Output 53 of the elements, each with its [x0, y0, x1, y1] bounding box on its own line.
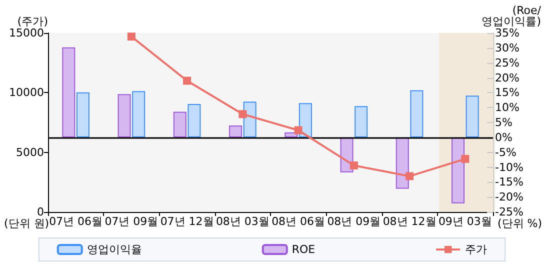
point — [294, 126, 302, 134]
y2-tick-label: 20% — [495, 71, 520, 84]
bar — [118, 94, 131, 138]
x-tick-label: 08년 03월 — [216, 215, 270, 228]
point — [183, 76, 192, 85]
bar — [396, 137, 409, 189]
bar — [410, 90, 424, 138]
y2-tick-label: -5% — [495, 146, 516, 159]
x-tick-label: 09년 03월 — [438, 215, 492, 228]
y2-tick-label: -20% — [495, 190, 524, 204]
y-tick-label: 5000 — [16, 146, 44, 159]
point — [461, 154, 470, 163]
y2-tick-label: 10% — [495, 101, 520, 114]
x-tick-label: 07년 09월 — [104, 215, 158, 228]
x-tick-label: 07년 06월 — [49, 215, 103, 228]
bar — [284, 132, 298, 138]
x-tick-label: 08년 06월 — [272, 215, 326, 228]
y2-tick-label: -25% — [495, 206, 524, 218]
y2-tick-label: -10% — [495, 160, 524, 174]
y2-tick-label: 30% — [495, 41, 520, 54]
point — [350, 161, 358, 170]
y2-axis-title: (Roe/ 영업이익률) — [482, 4, 542, 28]
bar — [62, 47, 76, 138]
text: (단위 %) — [497, 217, 542, 230]
x-tick-label: 08년 12월 — [382, 215, 436, 228]
point — [406, 172, 414, 180]
legend-label: ROE — [292, 243, 316, 256]
legend-label: 주가 — [465, 243, 488, 256]
y-tick-label: 10000 — [9, 86, 44, 100]
y2-tick-label: 35% — [495, 26, 520, 40]
x-tick-label: 08년 09월 — [327, 215, 381, 228]
x-tick-label: 07년 12월 — [160, 215, 214, 228]
legend-label: 영업이익율 — [86, 243, 142, 256]
bar — [452, 137, 465, 204]
y-tick-label: 15000 — [9, 26, 44, 40]
bar — [466, 96, 479, 138]
y2-tick-label: 15% — [495, 86, 520, 100]
bar — [229, 125, 242, 138]
bar — [76, 92, 90, 138]
point — [238, 110, 247, 118]
bar — [132, 91, 146, 138]
text: (단위 원) — [4, 217, 50, 230]
bar — [354, 106, 368, 138]
y-tick-label: 0 — [37, 206, 44, 218]
bar — [188, 104, 201, 138]
y-axis-title: (주가) — [17, 15, 48, 28]
bar — [243, 102, 256, 138]
point — [127, 32, 136, 41]
y2-tick-label: 0% — [495, 130, 512, 144]
bar — [173, 112, 186, 138]
y2-tick-label: 5% — [495, 116, 512, 129]
y2-tick-label: -15% — [495, 176, 524, 189]
y2-tick-label: 25% — [495, 56, 520, 70]
